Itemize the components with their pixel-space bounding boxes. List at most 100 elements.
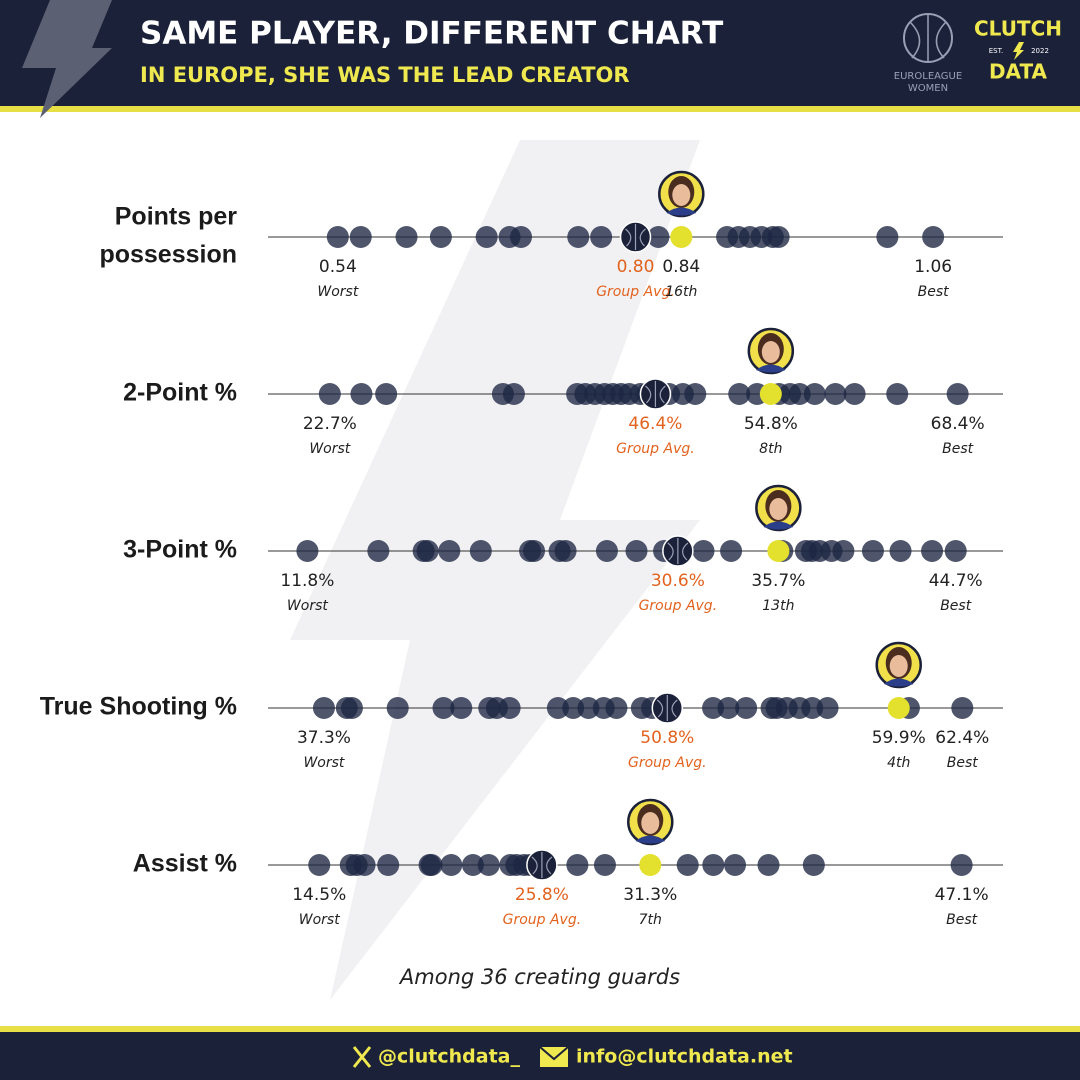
- dot: [702, 697, 725, 719]
- best-value: 44.7%: [929, 571, 983, 591]
- player-caption: 13th: [762, 598, 794, 614]
- brand-est: EST.: [989, 47, 1004, 55]
- note: Among 36 creating guards: [398, 965, 680, 989]
- average-value: 0.80: [617, 257, 655, 277]
- player-dot: [767, 540, 790, 562]
- dot: [861, 540, 884, 562]
- player-value: 59.9%: [872, 728, 926, 748]
- worst-value: 14.5%: [292, 885, 346, 905]
- dot: [590, 226, 613, 248]
- rows: Points per possession 0.54 Worst 1.06 Best 0.8…: [40, 170, 1003, 928]
- dot: [946, 383, 969, 405]
- average-value: 30.6%: [651, 571, 705, 591]
- average-caption: Group Avg.: [596, 284, 675, 300]
- footer-twitter[interactable]: @clutchdata_: [378, 1046, 520, 1068]
- dot: [429, 226, 452, 248]
- dot: [832, 540, 855, 562]
- best-caption: Best: [918, 284, 950, 300]
- dot: [788, 383, 811, 405]
- dot: [625, 540, 648, 562]
- dot: [386, 697, 409, 719]
- dot: [349, 226, 372, 248]
- best-value: 47.1%: [935, 885, 989, 905]
- player-dot: [670, 226, 693, 248]
- player-value: 35.7%: [751, 571, 805, 591]
- dot: [676, 854, 699, 876]
- worst-value: 11.8%: [280, 571, 334, 591]
- row-label: 3-Point %: [123, 536, 237, 564]
- dot: [440, 854, 463, 876]
- dot: [889, 540, 912, 562]
- title: SAME PLAYER, DIFFERENT CHART: [140, 16, 723, 52]
- dot: [375, 383, 398, 405]
- average-icon: [667, 538, 689, 564]
- best-caption: Best: [946, 912, 978, 928]
- dot: [577, 697, 600, 719]
- worst-caption: Worst: [317, 284, 358, 300]
- dot: [843, 383, 866, 405]
- dot: [767, 226, 790, 248]
- worst-value: 0.54: [319, 257, 357, 277]
- dot: [308, 854, 331, 876]
- worst-caption: Worst: [309, 441, 350, 457]
- dot: [350, 383, 373, 405]
- dot: [720, 540, 743, 562]
- average-caption: Group Avg.: [616, 441, 695, 457]
- average-icon: [656, 695, 678, 721]
- player-dot: [759, 383, 782, 405]
- brand-bolt: [1013, 42, 1024, 60]
- dot: [502, 383, 525, 405]
- worst-value: 37.3%: [297, 728, 351, 748]
- worst-value: 22.7%: [303, 414, 357, 434]
- worst-caption: Worst: [287, 598, 328, 614]
- dot: [296, 540, 319, 562]
- dot: [438, 540, 461, 562]
- dot: [876, 226, 899, 248]
- dot: [886, 383, 909, 405]
- dot: [702, 854, 725, 876]
- dot: [377, 854, 400, 876]
- average-icon: [625, 224, 646, 250]
- row-label: Assist %: [133, 850, 237, 878]
- dot: [326, 226, 349, 248]
- header-bolt: [22, 0, 112, 118]
- average-value: 46.4%: [628, 414, 682, 434]
- average-icon: [645, 381, 666, 407]
- dot: [554, 540, 577, 562]
- avatar-shirt: [755, 364, 786, 373]
- average-value: 50.8%: [640, 728, 694, 748]
- row-label: Points per: [115, 203, 238, 231]
- average-value: 25.8%: [515, 885, 569, 905]
- background-bolt: [290, 140, 700, 1000]
- league-logo: EUROLEAGUE WOMEN: [894, 13, 962, 94]
- dot: [951, 697, 974, 719]
- player-caption: 16th: [665, 284, 697, 300]
- dot: [566, 854, 589, 876]
- worst-caption: Worst: [303, 755, 344, 771]
- avatar-face: [641, 812, 660, 834]
- header-stripe: [0, 106, 1080, 112]
- dot: [735, 697, 758, 719]
- player-dot: [887, 697, 910, 719]
- dot: [546, 697, 569, 719]
- footer-stripe: [0, 1026, 1080, 1032]
- best-value: 1.06: [914, 257, 952, 277]
- dot: [921, 540, 944, 562]
- player-caption: 7th: [639, 912, 662, 928]
- best-caption: Best: [942, 441, 974, 457]
- dot: [477, 854, 500, 876]
- dot: [340, 697, 363, 719]
- dot: [593, 854, 616, 876]
- dot: [824, 383, 847, 405]
- dot: [395, 226, 418, 248]
- logo-text: EUROLEAGUE: [894, 71, 962, 82]
- avatar-shirt: [883, 678, 914, 687]
- brand-text: CLUTCH: [974, 17, 1062, 41]
- dot: [475, 226, 498, 248]
- footer-email[interactable]: info@clutchdata.net: [576, 1046, 793, 1068]
- dot: [498, 697, 521, 719]
- row-label: possession: [99, 241, 237, 269]
- player-value: 54.8%: [744, 414, 798, 434]
- best-caption: Best: [947, 755, 979, 771]
- dot: [724, 854, 747, 876]
